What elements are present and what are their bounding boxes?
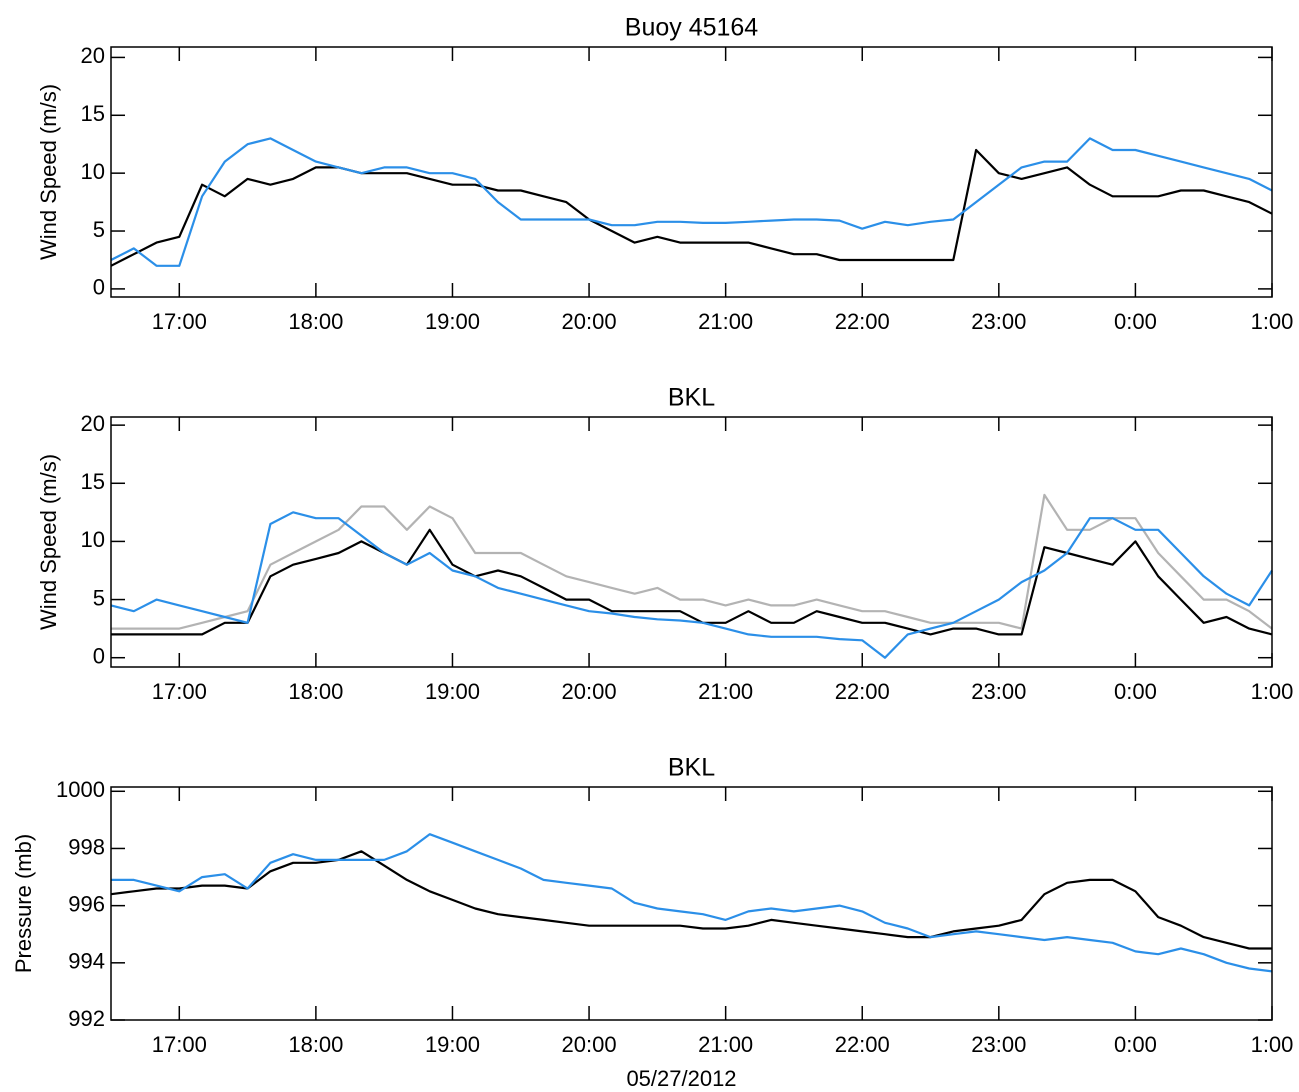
y-tick-label: 0	[93, 644, 105, 669]
data-line	[111, 528, 1273, 636]
y-tick-label: 994	[68, 949, 105, 974]
y-axis-label: Wind Speed (m/s)	[36, 454, 61, 630]
x-tick-label: 1:00	[1251, 1032, 1294, 1057]
x-tick-label: 17:00	[152, 309, 207, 334]
x-tick-label: 1:00	[1251, 679, 1294, 704]
x-tick-label: 18:00	[288, 309, 343, 334]
data-line	[110, 137, 1273, 267]
y-tick-label: 20	[81, 43, 105, 68]
y-tick-label: 15	[81, 469, 105, 494]
data-line	[110, 511, 1273, 659]
y-axis-label: Pressure (mb)	[11, 834, 36, 973]
y-tick-label: 996	[68, 891, 105, 916]
x-tick-label: 23:00	[971, 309, 1026, 334]
plot-frame	[110, 786, 1273, 1021]
x-tick-label: 20:00	[562, 309, 617, 334]
y-tick-label: 20	[81, 411, 105, 436]
y-axis-label: Wind Speed (m/s)	[36, 84, 61, 260]
y-tick-label: 992	[68, 1006, 105, 1031]
x-tick-label: 23:00	[971, 679, 1026, 704]
x-tick-label: 0:00	[1114, 679, 1157, 704]
y-tick-label: 5	[93, 585, 105, 610]
y-tick-label: 0	[93, 275, 105, 300]
x-tick-label: 22:00	[835, 309, 890, 334]
data-line	[111, 493, 1273, 630]
chart-title: BKL	[668, 754, 715, 782]
x-tick-label: 17:00	[152, 1032, 207, 1057]
x-tick-label: 19:00	[425, 309, 480, 334]
y-tick-label: 15	[81, 101, 105, 126]
x-axis-label: 05/27/2012	[626, 1066, 736, 1091]
data-line	[110, 850, 1272, 950]
x-tick-label: 23:00	[971, 1032, 1026, 1057]
x-tick-label: 20:00	[562, 1032, 617, 1057]
chart-title: Buoy 45164	[625, 14, 759, 42]
x-tick-label: 20:00	[562, 679, 617, 704]
data-line	[111, 833, 1273, 973]
x-tick-label: 0:00	[1114, 309, 1157, 334]
y-tick-label: 10	[81, 159, 105, 184]
y-tick-label: 10	[81, 527, 105, 552]
x-tick-label: 18:00	[288, 1032, 343, 1057]
chart-title: BKL	[668, 384, 715, 412]
x-tick-label: 22:00	[835, 679, 890, 704]
x-tick-label: 1:00	[1251, 309, 1294, 334]
x-tick-label: 21:00	[698, 309, 753, 334]
plot-frame	[110, 416, 1273, 668]
y-tick-label: 998	[68, 834, 105, 859]
x-tick-label: 0:00	[1114, 1032, 1157, 1057]
y-tick-label: 5	[93, 217, 105, 242]
data-line	[110, 148, 1273, 267]
x-tick-label: 21:00	[698, 679, 753, 704]
y-tick-label: 1000	[56, 777, 105, 802]
x-tick-label: 18:00	[288, 679, 343, 704]
plot-frame	[110, 46, 1273, 298]
x-tick-label: 19:00	[425, 1032, 480, 1057]
x-tick-label: 21:00	[698, 1032, 753, 1057]
x-tick-label: 17:00	[152, 679, 207, 704]
x-tick-label: 22:00	[835, 1032, 890, 1057]
x-tick-label: 19:00	[425, 679, 480, 704]
